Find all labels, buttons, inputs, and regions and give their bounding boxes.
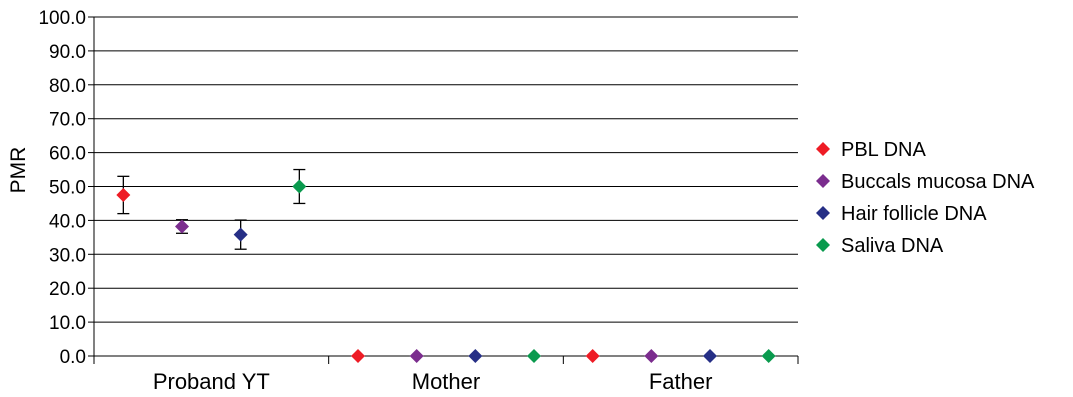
legend-marker — [816, 206, 830, 220]
legend-marker — [816, 238, 830, 252]
y-tick-label: 100.0 — [38, 8, 86, 29]
y-tick-label: 0.0 — [60, 347, 86, 368]
legend-label: PBL DNA — [841, 139, 927, 161]
error-bars — [117, 168, 306, 250]
data-point-saliva-dna — [292, 179, 307, 194]
data-point-hair-follicle-dna — [233, 227, 248, 242]
y-tick-label: 90.0 — [49, 42, 86, 63]
y-axis-title: PMR — [7, 147, 30, 194]
x-category-label: Mother — [412, 369, 480, 394]
data-points — [116, 179, 776, 363]
data-point-buccals-mucosa-dna — [409, 349, 424, 363]
data-point-hair-follicle-dna — [468, 349, 483, 363]
data-point-hair-follicle-dna — [703, 349, 717, 363]
data-point-saliva-dna — [527, 349, 541, 363]
legend-label: Buccals mucosa DNA — [841, 171, 1035, 193]
legend-marker — [816, 174, 830, 188]
data-point-pbl-dna — [585, 349, 600, 363]
data-point-buccals-mucosa-dna — [175, 219, 189, 234]
data-point-pbl-dna — [116, 187, 131, 202]
gridlines — [94, 16, 798, 323]
legend-marker — [816, 142, 830, 156]
x-category-label: Father — [649, 369, 713, 394]
y-tick-label: 20.0 — [49, 279, 86, 300]
y-tick-label: 70.0 — [49, 110, 86, 131]
y-tick-label: 30.0 — [49, 245, 86, 266]
x-category-label: Proband YT — [153, 369, 270, 394]
y-tick-label: 50.0 — [49, 178, 86, 199]
y-tick-label: 10.0 — [49, 313, 86, 334]
data-point-buccals-mucosa-dna — [644, 349, 659, 363]
y-tick-label: 40.0 — [49, 211, 86, 232]
legend-label: Hair follicle DNA — [841, 203, 987, 225]
y-tick-label: 60.0 — [49, 144, 86, 165]
x-axis-categories: Proband YT Mother Father — [93, 356, 799, 394]
legend-label: Saliva DNA — [841, 235, 944, 257]
data-point-pbl-dna — [351, 349, 365, 363]
legend: PBL DNA Buccals mucosa DNA Hair follicle D… — [816, 139, 1035, 257]
data-point-saliva-dna — [761, 349, 776, 363]
y-axis-ticks: 0.0 10.0 20.0 30.0 40.0 50.0 60.0 70.0 80.0 90.0 1… — [38, 8, 94, 368]
y-tick-label: 80.0 — [49, 76, 86, 97]
